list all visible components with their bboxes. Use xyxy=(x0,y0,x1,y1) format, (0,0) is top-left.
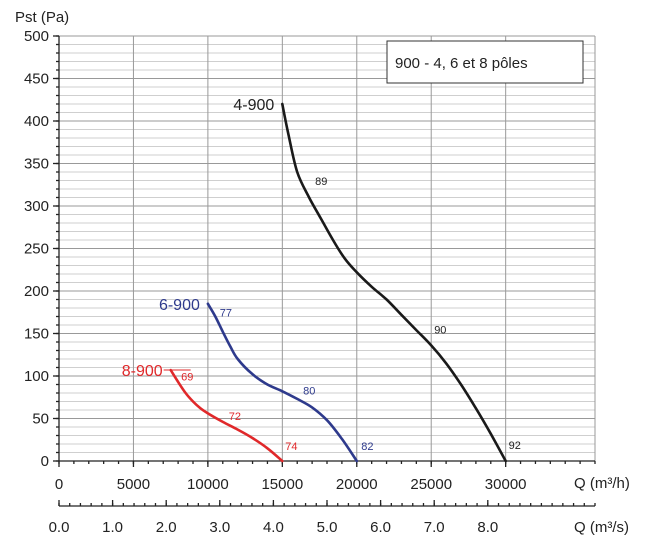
series-label-4-900: 4-900 xyxy=(233,97,274,114)
legend-frame xyxy=(386,40,584,84)
y-axis-title: Pst (Pa) xyxy=(15,9,69,26)
secondary-x-tick-label: 7.0 xyxy=(424,519,445,536)
grid xyxy=(59,35,596,462)
efficiency-label: 74 xyxy=(285,441,297,453)
x-tick-label: 5000 xyxy=(117,476,150,493)
efficiency-label: 90 xyxy=(434,325,446,337)
x-tick-label: 10000 xyxy=(187,476,229,493)
x-tick-label: 30000 xyxy=(485,476,527,493)
y-tick-label: 50 xyxy=(32,411,49,428)
y-tick-label: 400 xyxy=(24,113,49,130)
secondary-x-tick-label: 0.0 xyxy=(49,519,70,536)
x-axis-title-secondary: Q (m³/s) xyxy=(574,519,629,536)
series-curves xyxy=(169,102,507,463)
secondary-x-tick-label: 3.0 xyxy=(209,519,230,536)
y-tick-label: 450 xyxy=(24,71,49,88)
x-tick-label: 0 xyxy=(55,476,63,493)
legend-text: 900 - 4, 6 et 8 pôles xyxy=(395,55,528,72)
y-tick-label: 200 xyxy=(24,283,49,300)
y-tick-label: 0 xyxy=(41,453,49,470)
y-tick-label: 150 xyxy=(24,326,49,343)
series-line-6-900 xyxy=(206,302,359,463)
x-tick-label: 25000 xyxy=(410,476,452,493)
x-tick-label: 20000 xyxy=(336,476,378,493)
secondary-x-tick-label: 6.0 xyxy=(370,519,391,536)
series-line-8-900 xyxy=(169,368,284,463)
efficiency-label: 80 xyxy=(303,386,315,398)
y-tick-label: 500 xyxy=(24,28,49,45)
series-line-4-900 xyxy=(281,102,507,463)
efficiency-label: 69 xyxy=(181,371,193,383)
secondary-x-tick-label: 5.0 xyxy=(317,519,338,536)
chart-labels: 4-900 89 90 92 6-900 77 80 82 8-900 69 72 74 xyxy=(122,97,521,453)
secondary-x-tick-label: 4.0 xyxy=(263,519,284,536)
series-label-6-900: 6-900 xyxy=(159,297,200,314)
y-tick-label: 350 xyxy=(24,156,49,173)
efficiency-label: 82 xyxy=(361,441,373,453)
secondary-x-tick-label: 1.0 xyxy=(102,519,123,536)
efficiency-label: 89 xyxy=(315,176,327,188)
efficiency-label: 77 xyxy=(220,308,232,320)
y-tick-label: 100 xyxy=(24,368,49,385)
efficiency-label: 92 xyxy=(509,440,521,452)
efficiency-label: 72 xyxy=(229,411,241,423)
legend-box: 900 - 4, 6 et 8 pôles xyxy=(386,40,584,84)
x-tick-label: 15000 xyxy=(261,476,303,493)
y-tick-label: 250 xyxy=(24,241,49,258)
x-axis-title-primary: Q (m³/h) xyxy=(574,475,630,492)
secondary-x-tick-label: 2.0 xyxy=(156,519,177,536)
series-label-8-900: 8-900 xyxy=(122,363,163,380)
secondary-x-tick-label: 8.0 xyxy=(477,519,498,536)
y-tick-label: 300 xyxy=(24,198,49,215)
